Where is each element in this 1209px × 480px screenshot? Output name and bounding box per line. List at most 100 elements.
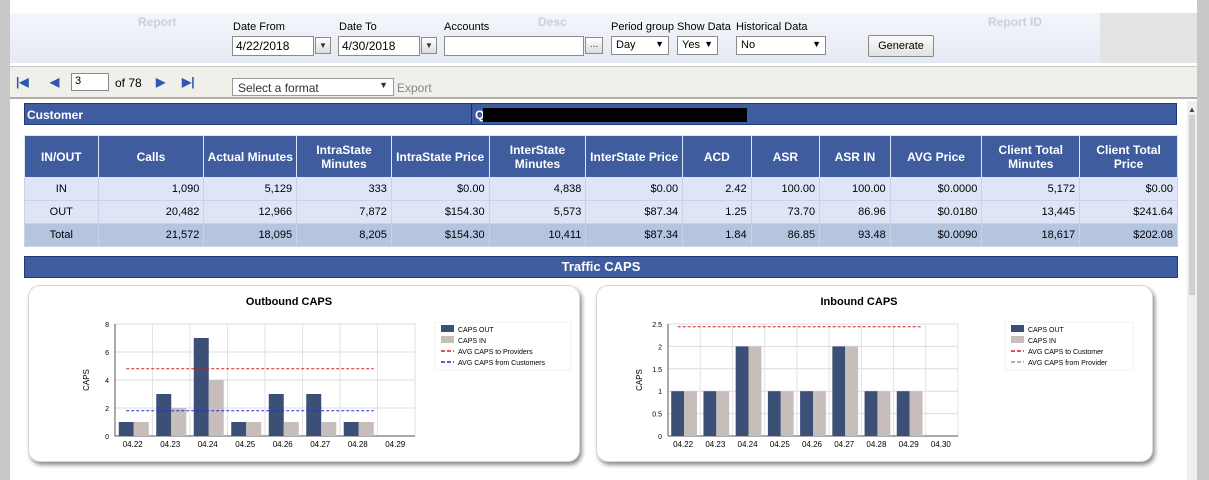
table-cell: $0.00 [390, 177, 490, 201]
x-tick-label: 04.28 [866, 440, 887, 449]
ghost-report-label: Report [138, 15, 177, 29]
x-tick-label: 04.29 [899, 440, 920, 449]
table-cell: 12,966 [203, 200, 298, 224]
column-header: Calls [97, 135, 205, 178]
x-tick-label: 04.27 [310, 440, 331, 449]
chevron-down-icon: ▼ [812, 39, 821, 49]
y-tick-label: 0 [658, 434, 662, 441]
x-tick-label: 04.30 [931, 440, 952, 449]
bar-caps-in [246, 422, 262, 436]
export-link[interactable]: Export [397, 81, 432, 95]
chevron-down-icon: ▼ [704, 39, 713, 49]
report-content: ▲ Customer Q IN/OUT Calls Actual Minutes In… [10, 101, 1197, 480]
table-cell: 86.96 [819, 200, 891, 224]
column-header: InterState Minutes [488, 135, 587, 178]
table-cell: 5,129 [203, 177, 298, 201]
outbound-caps-panel: Outbound CAPS 0 2 4 6 8 04.22 04.23 04.24 04.25 04… [28, 285, 580, 462]
generate-button[interactable]: Generate [868, 35, 934, 57]
bar-caps-out [231, 422, 247, 436]
date-to-input[interactable]: 4/30/2018 [338, 36, 420, 56]
report-viewer: Report Desc Report ID Date From 4/22/201… [10, 0, 1197, 480]
bar-caps-in [684, 391, 697, 436]
vertical-scrollbar[interactable]: ▲ [1187, 101, 1197, 480]
legend-label: AVG CAPS from Provider [1028, 360, 1108, 367]
period-group-label: Period group [611, 21, 674, 33]
previous-page-icon[interactable]: ◀ [50, 75, 60, 89]
bar-caps-in [208, 380, 224, 436]
table-cell: 100.00 [819, 177, 891, 201]
historical-data-value: No [741, 39, 756, 51]
table-cell: 8,205 [296, 223, 392, 247]
date-from-input[interactable]: 4/22/2018 [232, 36, 314, 56]
table-cell: $154.30 [390, 223, 490, 247]
table-cell: 13,445 [981, 200, 1081, 224]
scrollbar-thumb[interactable] [1189, 115, 1195, 295]
table-cell: $0.0180 [889, 200, 983, 224]
table-cell: 7,872 [296, 200, 392, 224]
y-axis-label: CAPS [82, 369, 91, 391]
table-row: OUT 20,482 12,966 7,872 $154.30 5,573 $87.34 1.… [24, 200, 1178, 224]
bar-caps-out [268, 394, 284, 436]
date-to-calendar-button[interactable]: ▼ [421, 37, 437, 54]
table-row: Total 21,572 18,095 8,205 $154.30 10,411 $87.3… [24, 223, 1178, 247]
table-cell: 20,482 [97, 200, 205, 224]
table-cell: 1.84 [682, 223, 752, 247]
column-header: ASR [750, 135, 821, 178]
legend-label: AVG CAPS to Providers [458, 349, 533, 356]
chevron-down-icon: ▼ [655, 39, 664, 49]
y-tick-label: 2 [105, 406, 109, 413]
table-cell: 333 [296, 177, 392, 201]
chevron-down-icon: ▼ [379, 80, 388, 90]
x-tick-label: 04.29 [385, 440, 406, 449]
legend-swatch [441, 336, 454, 343]
legend-label: AVG CAPS to Customer [1028, 349, 1104, 356]
customer-header: Customer Q [24, 103, 1177, 125]
legend-swatch [1011, 325, 1024, 332]
bar-caps-out [193, 338, 209, 436]
legend [1004, 321, 1134, 371]
bar-caps-in [283, 422, 299, 436]
column-header: AVG Price [889, 135, 983, 178]
legend-label: CAPS OUT [458, 327, 495, 334]
table-cell: $0.0090 [889, 223, 983, 247]
bar-caps-in [877, 391, 891, 436]
scroll-up-icon[interactable]: ▲ [1188, 105, 1196, 114]
export-format-select[interactable]: Select a format ▼ [232, 78, 394, 96]
export-format-placeholder: Select a format [238, 81, 319, 95]
table-cell: $0.00 [1079, 177, 1178, 201]
show-data-label: Show Data [677, 21, 731, 33]
legend-swatch [441, 325, 454, 332]
y-axis-label: CAPS [635, 369, 644, 391]
accounts-input[interactable] [444, 36, 584, 56]
bar-caps-in [780, 391, 794, 436]
table-cell: Total [24, 223, 99, 247]
bar-caps-out [767, 391, 781, 436]
y-tick-label: 1 [658, 389, 662, 396]
first-page-icon[interactable]: |◀ [16, 75, 29, 89]
last-page-icon[interactable]: ▶| [182, 75, 195, 89]
bar-caps-out [896, 391, 910, 436]
customer-divider [471, 104, 472, 124]
date-from-calendar-button[interactable]: ▼ [315, 37, 331, 54]
x-tick-label: 04.25 [235, 440, 256, 449]
page-number-input[interactable]: 3 [71, 73, 109, 91]
y-tick-label: 2 [658, 344, 662, 351]
x-tick-label: 04.22 [123, 440, 144, 449]
ghost-desc-label: Desc [538, 15, 567, 29]
show-data-select[interactable]: Yes ▼ [677, 36, 718, 55]
legend-label: CAPS IN [1028, 338, 1056, 345]
show-data-value: Yes [682, 39, 700, 51]
accounts-browse-button[interactable]: ... [585, 37, 603, 54]
bar-caps-in [748, 346, 762, 436]
y-tick-label: 0.5 [652, 412, 662, 419]
x-tick-label: 04.25 [770, 440, 791, 449]
period-group-select[interactable]: Day ▼ [611, 36, 669, 55]
legend-label: CAPS IN [458, 338, 486, 345]
historical-data-select[interactable]: No ▼ [736, 36, 826, 55]
outbound-caps-chart: Outbound CAPS 0 2 4 6 8 04.22 04.23 04.24 04.25 04… [82, 296, 572, 449]
table-cell: 86.85 [750, 223, 821, 247]
bar-caps-in [716, 391, 730, 436]
traffic-stats-table: IN/OUT Calls Actual Minutes IntraState Minu… [24, 135, 1178, 247]
next-page-icon[interactable]: ▶ [156, 75, 166, 89]
customer-value: Q [475, 108, 485, 122]
